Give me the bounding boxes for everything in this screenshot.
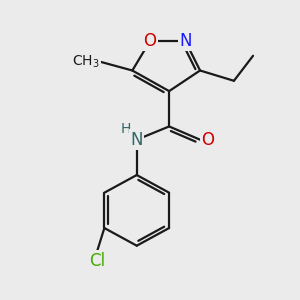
Text: H: H	[121, 122, 131, 136]
Text: O: O	[143, 32, 157, 50]
Text: CH$_3$: CH$_3$	[72, 53, 100, 70]
Text: Cl: Cl	[89, 252, 105, 270]
Text: O: O	[202, 131, 214, 149]
Text: N: N	[179, 32, 192, 50]
Text: N: N	[130, 131, 143, 149]
